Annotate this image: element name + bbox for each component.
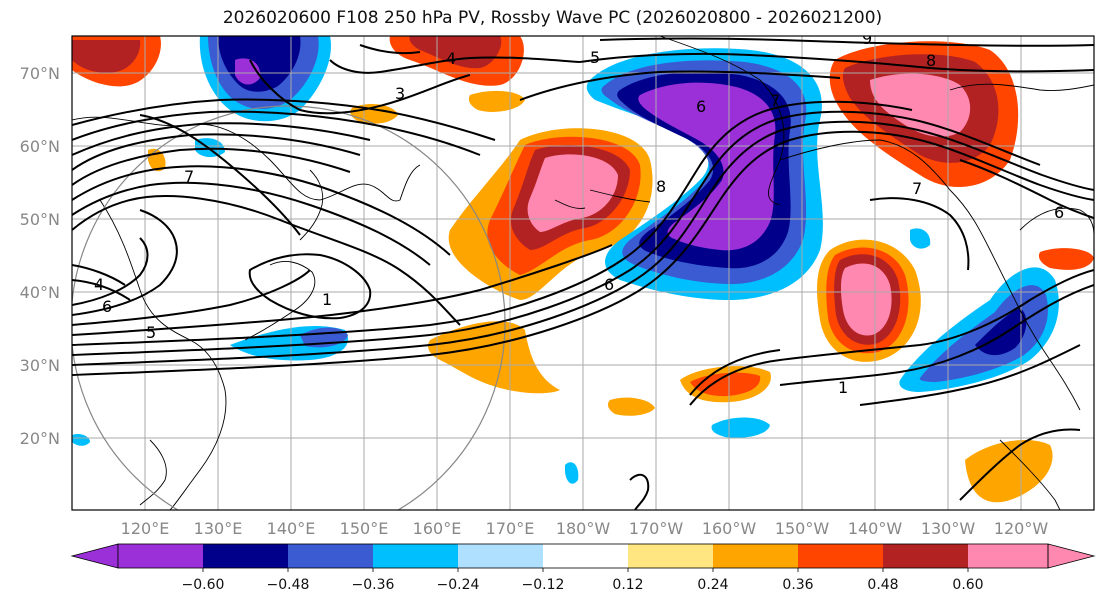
colorbar-tick-label: 0.12 [612, 577, 643, 593]
lat-label: 50°N [20, 210, 60, 229]
lat-label: 40°N [20, 283, 60, 302]
lon-label: 140°E [267, 519, 316, 538]
radius-circle [72, 105, 506, 510]
contour-label: 8 [656, 177, 666, 196]
contour-label: 8 [926, 51, 936, 70]
colorbar-segment [203, 544, 288, 568]
contour-label: 4 [446, 49, 456, 68]
map-content: 4 3 5 6 7 8 9 1 4 6 5 7 1 6 7 6 8 [72, 29, 1094, 510]
contour-label: 6 [102, 297, 112, 316]
pv-contours [72, 37, 1094, 510]
contour-labels: 4 3 5 6 7 8 9 1 4 6 5 7 1 6 7 6 8 [94, 29, 1064, 397]
lon-label: 130°W [921, 519, 976, 538]
lon-label: 130°E [194, 519, 243, 538]
contour-label: 7 [184, 167, 194, 186]
contour-label: 6 [1054, 203, 1064, 222]
colorbar: −0.60 −0.48 −0.36 −0.24 −0.12 0.12 0.24 … [70, 543, 1096, 593]
colorbar-tick-label: 0.24 [697, 577, 728, 593]
colorbar-border [117, 543, 1049, 569]
lat-label: 20°N [20, 429, 60, 448]
contour-label: 7 [770, 91, 780, 110]
colorbar-segment [713, 544, 798, 568]
lon-label: 170°W [629, 519, 684, 538]
lon-label: 170°E [486, 519, 535, 538]
longitude-labels: 120°E 130°E 140°E 150°E 160°E 170°E 180°… [121, 519, 1049, 538]
contour-label: 7 [912, 179, 922, 198]
contour-label: 5 [590, 48, 600, 67]
contour-label: 1 [838, 378, 848, 397]
lon-label: 120°W [994, 519, 1049, 538]
lon-label: 140°W [848, 519, 903, 538]
map-border [71, 35, 1095, 511]
colorbar-segment [288, 544, 373, 568]
contour-label: 6 [604, 275, 614, 294]
colorbar-tick-labels: −0.60 −0.48 −0.36 −0.24 −0.12 0.12 0.24 … [182, 577, 984, 593]
contour-label: 9 [862, 29, 872, 48]
lon-label: 180°W [556, 519, 611, 538]
colorbar-tick-label: −0.24 [437, 577, 480, 593]
colorbar-segment [968, 544, 1048, 568]
contour-label: 6 [696, 97, 706, 116]
colorbar-segment [883, 544, 968, 568]
lon-label: 160°W [702, 519, 757, 538]
colorbar-segment [628, 544, 713, 568]
lat-label: 30°N [20, 356, 60, 375]
contour-label: 4 [94, 275, 104, 294]
colorbar-extend-min [70, 543, 119, 569]
colorbar-segment [458, 544, 543, 568]
colorbar-tick-label: −0.60 [182, 577, 225, 593]
lon-label: 150°E [340, 519, 389, 538]
colorbar-tick-label: −0.48 [267, 577, 310, 593]
colorbar-extend-max [1047, 543, 1096, 569]
colorbar-tick-label: −0.36 [352, 577, 395, 593]
plot-title: 2026020600 F108 250 hPa PV, Rossby Wave … [222, 8, 883, 28]
positive-anomaly-shading [72, 36, 1094, 503]
colorbar-segment [798, 544, 883, 568]
lon-label: 160°E [413, 519, 462, 538]
colorbar-tick-label: 0.48 [867, 577, 898, 593]
colorbar-segment [543, 544, 628, 568]
contour-label: 5 [146, 323, 156, 342]
latitude-labels: 70°N 60°N 50°N 40°N 30°N 20°N [20, 64, 60, 448]
colorbar-tick-label: −0.12 [522, 577, 565, 593]
lat-label: 60°N [20, 137, 60, 156]
colorbar-tick-label: 0.60 [952, 577, 983, 593]
lon-label: 150°W [775, 519, 830, 538]
lat-label: 70°N [20, 64, 60, 83]
contour-label: 3 [395, 84, 405, 103]
colorbar-segment [118, 544, 203, 568]
colorbar-ticks [202, 568, 969, 572]
colorbar-segment [373, 544, 458, 568]
colorbar-tick-label: 0.36 [782, 577, 813, 593]
contour-label: 1 [322, 290, 332, 309]
lon-label: 120°E [121, 519, 170, 538]
